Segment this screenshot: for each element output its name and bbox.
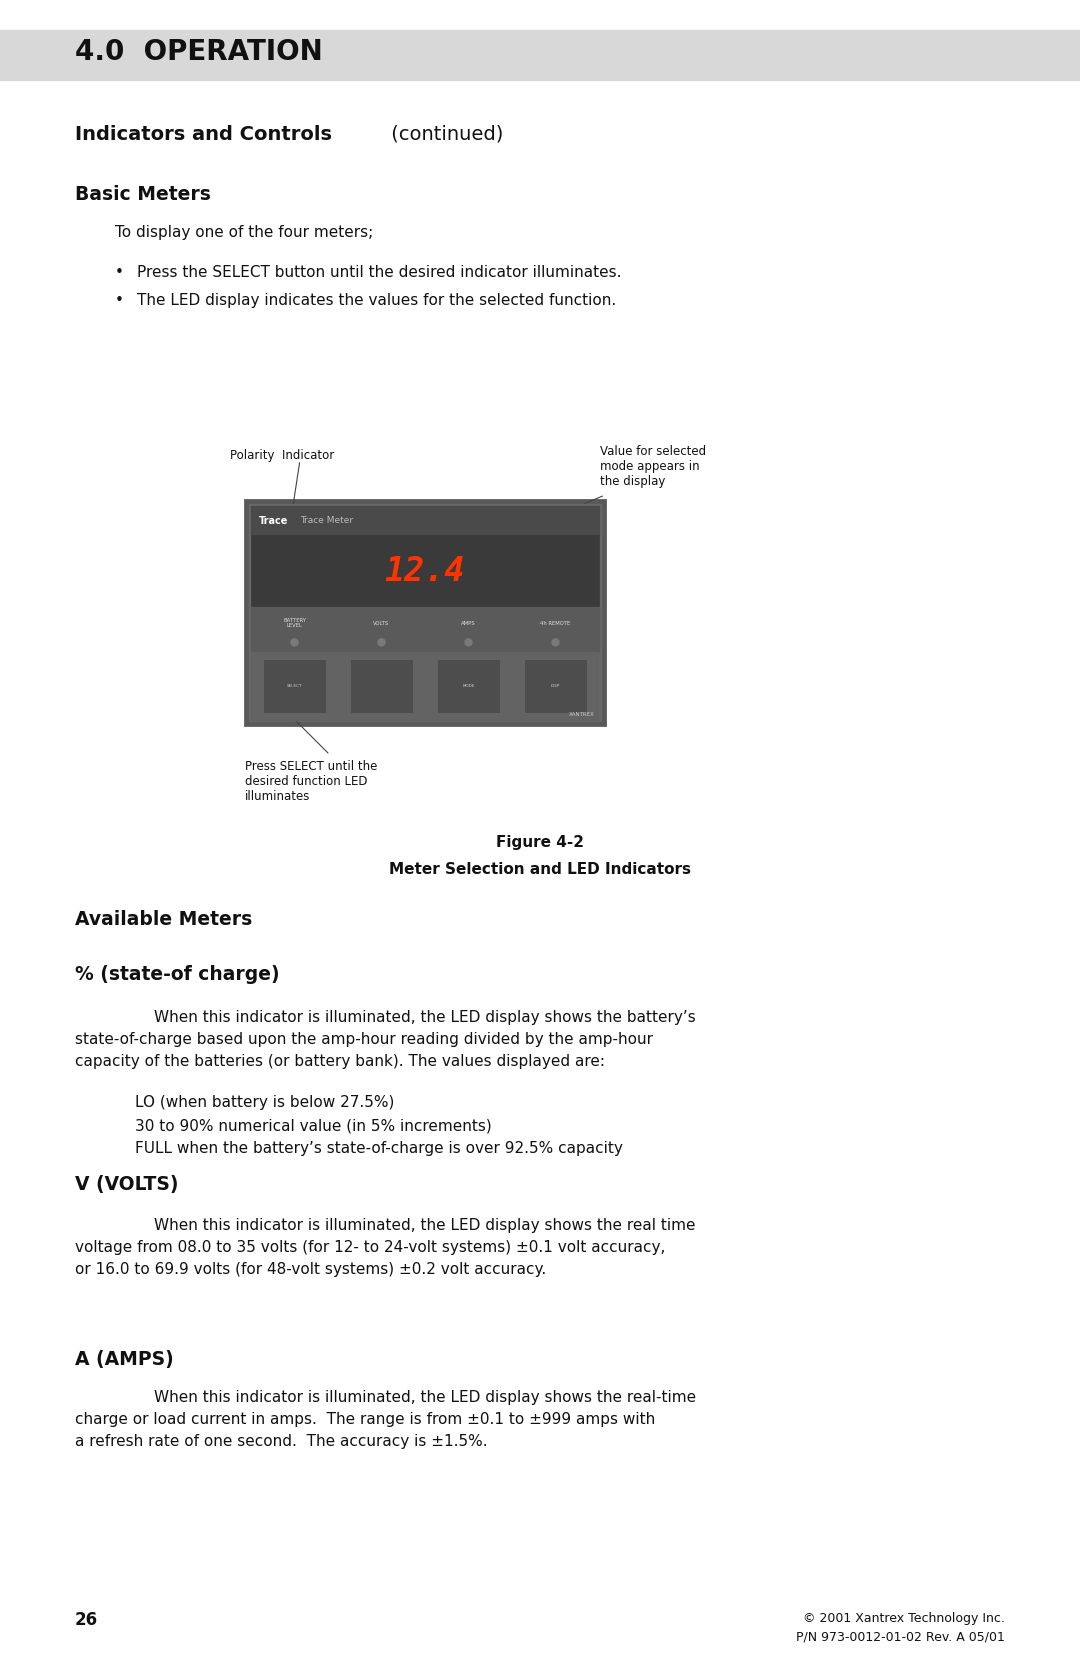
Text: charge or load current in amps.  The range is from ±0.1 to ±999 amps with: charge or load current in amps. The rang… bbox=[75, 1412, 656, 1427]
Text: Trace Meter: Trace Meter bbox=[300, 516, 353, 526]
Text: % (state-of charge): % (state-of charge) bbox=[75, 965, 280, 985]
Text: or 16.0 to 69.9 volts (for 48-volt systems) ±0.2 volt accuracy.: or 16.0 to 69.9 volts (for 48-volt syste… bbox=[75, 1262, 546, 1277]
Circle shape bbox=[291, 639, 298, 646]
Bar bbox=[438, 661, 499, 713]
Bar bbox=[251, 536, 599, 608]
Circle shape bbox=[465, 639, 472, 646]
Text: 4.0  OPERATION: 4.0 OPERATION bbox=[75, 38, 323, 67]
Text: Press the SELECT button until the desired indicator illuminates.: Press the SELECT button until the desire… bbox=[137, 265, 621, 280]
Bar bbox=[525, 661, 586, 713]
Text: voltage from 08.0 to 35 volts (for 12- to 24-volt systems) ±0.1 volt accuracy,: voltage from 08.0 to 35 volts (for 12- t… bbox=[75, 1240, 665, 1255]
Text: SELECT: SELECT bbox=[287, 684, 302, 688]
Text: To display one of the four meters;: To display one of the four meters; bbox=[114, 225, 374, 240]
Text: Indicators and Controls: Indicators and Controls bbox=[75, 125, 332, 144]
Text: XANTREX: XANTREX bbox=[569, 713, 595, 718]
Text: Available Meters: Available Meters bbox=[75, 910, 253, 930]
Bar bbox=[264, 661, 325, 713]
Text: When this indicator is illuminated, the LED display shows the real time: When this indicator is illuminated, the … bbox=[114, 1218, 696, 1233]
Text: a refresh rate of one second.  The accuracy is ±1.5%.: a refresh rate of one second. The accura… bbox=[75, 1434, 488, 1449]
Text: P/N 973-0012-01-02 Rev. A 05/01: P/N 973-0012-01-02 Rev. A 05/01 bbox=[796, 1631, 1005, 1642]
Text: capacity of the batteries (or battery bank). The values displayed are:: capacity of the batteries (or battery ba… bbox=[75, 1055, 605, 1070]
Text: VOLTS: VOLTS bbox=[374, 621, 390, 626]
Bar bbox=[249, 504, 600, 721]
Bar bbox=[0, 30, 1080, 80]
Text: When this indicator is illuminated, the LED display shows the real-time: When this indicator is illuminated, the … bbox=[114, 1390, 697, 1405]
Text: © 2001 Xantrex Technology Inc.: © 2001 Xantrex Technology Inc. bbox=[804, 1612, 1005, 1626]
Text: Figure 4-2: Figure 4-2 bbox=[496, 834, 584, 850]
Bar bbox=[251, 608, 599, 653]
Text: A (AMPS): A (AMPS) bbox=[75, 1350, 174, 1369]
Text: •: • bbox=[114, 294, 124, 309]
Text: 12.4: 12.4 bbox=[384, 554, 465, 587]
Bar bbox=[251, 506, 599, 536]
Text: Trace: Trace bbox=[259, 516, 288, 526]
Bar bbox=[251, 653, 599, 721]
Text: BATTERY
LEVEL: BATTERY LEVEL bbox=[283, 618, 306, 629]
Text: Value for selected
mode appears in
the display: Value for selected mode appears in the d… bbox=[600, 446, 706, 487]
Text: The LED display indicates the values for the selected function.: The LED display indicates the values for… bbox=[137, 294, 617, 309]
Text: FULL when the battery’s state-of-charge is over 92.5% capacity: FULL when the battery’s state-of-charge … bbox=[135, 1142, 623, 1157]
Text: Press SELECT until the
desired function LED
illuminates: Press SELECT until the desired function … bbox=[245, 759, 377, 803]
Text: state-of-charge based upon the amp-hour reading divided by the amp-hour: state-of-charge based upon the amp-hour … bbox=[75, 1031, 653, 1046]
Text: V (VOLTS): V (VOLTS) bbox=[75, 1175, 178, 1193]
Text: LO (when battery is below 27.5%): LO (when battery is below 27.5%) bbox=[135, 1095, 394, 1110]
Text: •: • bbox=[114, 265, 124, 280]
Text: 4h REMOTE: 4h REMOTE bbox=[540, 621, 570, 626]
Text: (continued): (continued) bbox=[384, 125, 503, 144]
Text: When this indicator is illuminated, the LED display shows the battery’s: When this indicator is illuminated, the … bbox=[114, 1010, 696, 1025]
Circle shape bbox=[378, 639, 384, 646]
Text: Polarity  Indicator: Polarity Indicator bbox=[230, 449, 334, 462]
Text: 30 to 90% numerical value (in 5% increments): 30 to 90% numerical value (in 5% increme… bbox=[135, 1118, 491, 1133]
Text: AMPS: AMPS bbox=[461, 621, 476, 626]
Bar bbox=[245, 501, 605, 724]
Text: Meter Selection and LED Indicators: Meter Selection and LED Indicators bbox=[389, 861, 691, 876]
Bar bbox=[351, 661, 411, 713]
Circle shape bbox=[552, 639, 559, 646]
Text: MODE: MODE bbox=[462, 684, 475, 688]
Text: Basic Meters: Basic Meters bbox=[75, 185, 211, 204]
Text: DISP: DISP bbox=[551, 684, 561, 688]
Text: 26: 26 bbox=[75, 1611, 98, 1629]
